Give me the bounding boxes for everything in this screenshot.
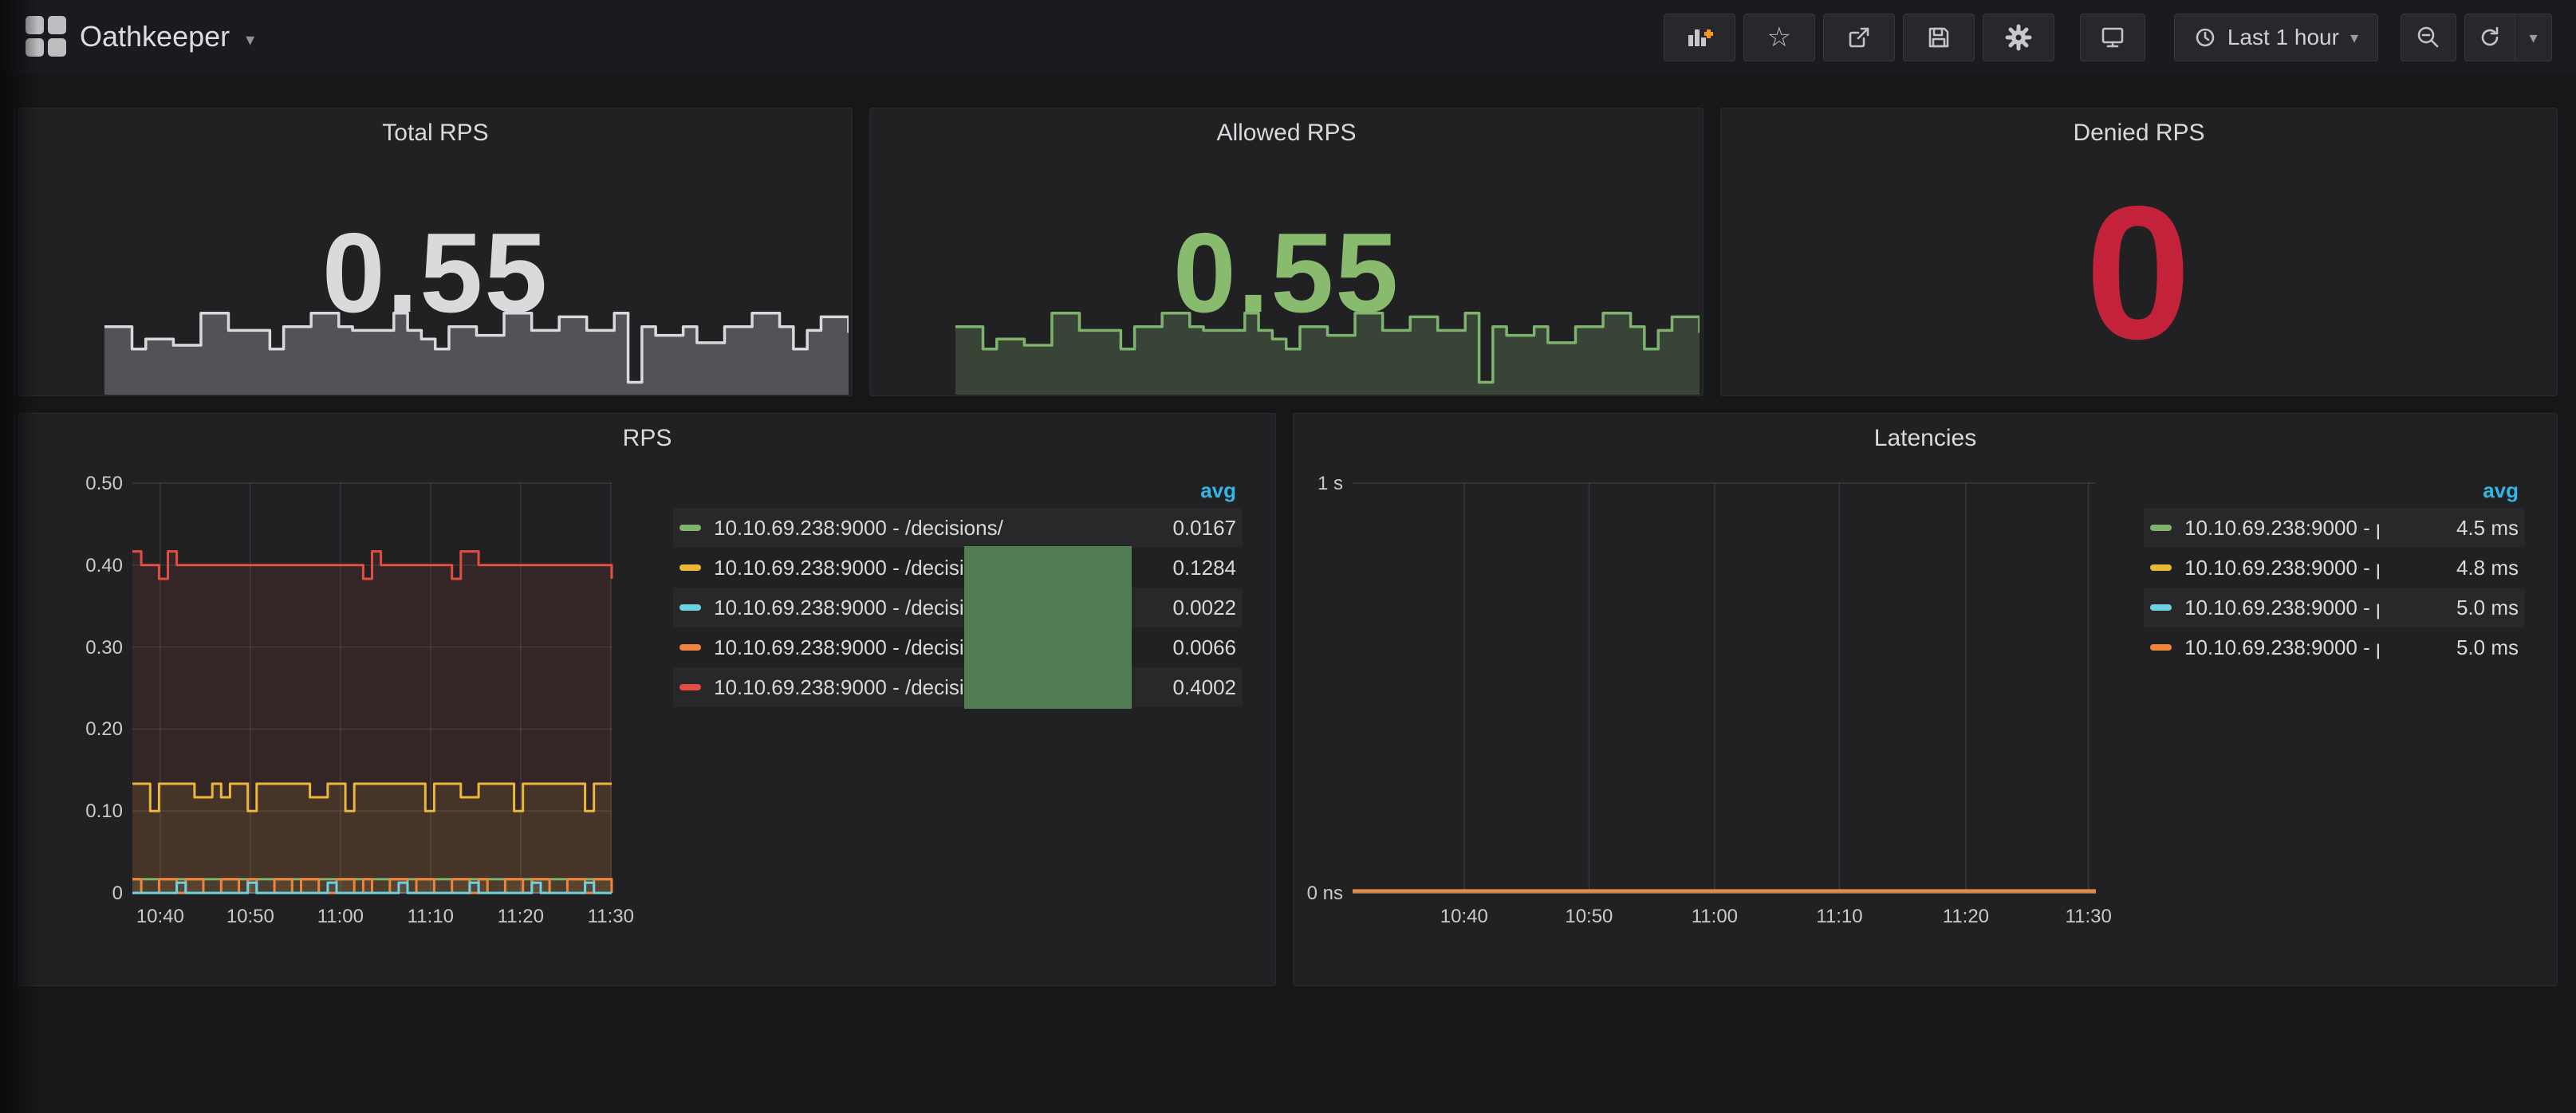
x-axis-label: 11:10 bbox=[1795, 906, 1883, 928]
legend-row[interactable]: 10.10.69.238:9000 - /decisions/0.0066 bbox=[673, 627, 1243, 667]
legend-series-color[interactable] bbox=[2150, 644, 2172, 651]
legend-row[interactable]: 10.10.69.238:9000 - p904.5 ms bbox=[2144, 508, 2525, 548]
legend-row[interactable]: 10.10.69.238:9000 - p995.0 ms bbox=[2144, 588, 2525, 627]
y-axis-label: 0.30 bbox=[24, 637, 123, 659]
share-button[interactable] bbox=[1823, 14, 1895, 61]
legend-series-name: 10.10.69.238:9000 - /decisions/ bbox=[714, 516, 1097, 541]
legend-series-name: 10.10.69.238:9000 - p90 bbox=[2184, 516, 2379, 541]
y-axis-label: 1 s bbox=[1294, 473, 1343, 495]
legend-series-avg: 0.0167 bbox=[1097, 516, 1236, 541]
legend-series-color[interactable] bbox=[679, 684, 701, 690]
legend-series-color[interactable] bbox=[679, 644, 701, 651]
refresh-button-group: ▾ bbox=[2464, 14, 2552, 61]
legend-series-name: 10.10.69.238:9000 - p100 bbox=[2184, 635, 2379, 660]
stat-value: 0.55 bbox=[870, 217, 1703, 330]
dashboard-title-dropdown[interactable]: Oathkeeper ▾ bbox=[80, 0, 254, 73]
legend-series-avg: 5.0 ms bbox=[2379, 596, 2519, 620]
share-icon bbox=[1845, 23, 1873, 52]
zoom-out-icon bbox=[2415, 24, 2442, 51]
legend-row[interactable]: 10.10.69.238:9000 - p1005.0 ms bbox=[2144, 627, 2525, 667]
legend-row[interactable]: 10.10.69.238:9000 - /decisions/0.4002 bbox=[673, 667, 1243, 707]
x-axis-label: 10:40 bbox=[1420, 906, 1508, 928]
x-axis-label: 11:30 bbox=[567, 906, 655, 928]
denied-rps-panel[interactable]: Denied RPS 0 bbox=[1720, 108, 2558, 396]
y-axis-label: 0.10 bbox=[24, 800, 123, 823]
x-axis-label: 10:50 bbox=[1545, 906, 1633, 928]
refresh-button[interactable] bbox=[2464, 14, 2515, 61]
stat-value: 0 bbox=[1721, 179, 2557, 368]
allowed-rps-panel[interactable]: Allowed RPS 0.55 bbox=[869, 108, 1704, 396]
panel-title: RPS bbox=[19, 425, 1275, 452]
legend-avg-header: avg bbox=[2144, 473, 2525, 508]
legend-series-avg: 5.0 ms bbox=[2379, 635, 2519, 660]
panel-title: Allowed RPS bbox=[870, 120, 1703, 147]
green-overlay-box bbox=[964, 546, 1132, 709]
time-range-picker[interactable]: Last 1 hour ▾ bbox=[2174, 14, 2378, 61]
refresh-interval-dropdown[interactable]: ▾ bbox=[2515, 14, 2552, 61]
star-icon: ☆ bbox=[1767, 24, 1791, 51]
y-axis-label: 0 bbox=[24, 883, 123, 905]
legend-series-color[interactable] bbox=[2150, 525, 2172, 531]
total-rps-panel[interactable]: Total RPS 0.55 bbox=[18, 108, 853, 396]
legend-series-name: 10.10.69.238:9000 - p95 bbox=[2184, 556, 2379, 580]
add-panel-icon bbox=[1685, 23, 1714, 52]
legend-row[interactable]: 10.10.69.238:9000 - /decisions/0.1284 bbox=[673, 548, 1243, 588]
zoom-out-button[interactable] bbox=[2401, 14, 2456, 61]
y-axis-label: 0.40 bbox=[24, 555, 123, 577]
panel-title: Total RPS bbox=[19, 120, 852, 147]
settings-button[interactable] bbox=[1983, 14, 2054, 61]
x-axis-label: 10:40 bbox=[116, 906, 204, 928]
dashboard-title: Oathkeeper bbox=[80, 20, 230, 53]
save-icon bbox=[1924, 23, 1953, 52]
legend-series-color[interactable] bbox=[679, 604, 701, 611]
latencies-plot-area bbox=[1353, 483, 2096, 893]
latencies-legend: avg10.10.69.238:9000 - p904.5 ms10.10.69… bbox=[2144, 473, 2525, 667]
legend-series-color[interactable] bbox=[2150, 604, 2172, 611]
chevron-down-icon: ▾ bbox=[2529, 28, 2537, 48]
rps-plot-area bbox=[132, 483, 612, 893]
x-axis-label: 11:00 bbox=[1671, 906, 1759, 928]
legend-avg-header: avg bbox=[673, 473, 1243, 508]
latencies-graph-panel[interactable]: Latencies avg10.10.69.238:9000 - p904.5 … bbox=[1293, 413, 2558, 986]
x-axis-label: 11:20 bbox=[1922, 906, 2010, 928]
chevron-down-icon: ▾ bbox=[2350, 28, 2358, 48]
legend-row[interactable]: 10.10.69.238:9000 - /decisions/0.0022 bbox=[673, 588, 1243, 627]
x-axis-label: 11:10 bbox=[387, 906, 475, 928]
legend-series-color[interactable] bbox=[679, 525, 701, 531]
gear-icon bbox=[2003, 22, 2034, 53]
panel-title: Denied RPS bbox=[1721, 120, 2557, 147]
legend-series-color[interactable] bbox=[2150, 564, 2172, 571]
x-axis-label: 10:50 bbox=[207, 906, 294, 928]
legend-series-avg: 4.8 ms bbox=[2379, 556, 2519, 580]
star-button[interactable]: ☆ bbox=[1743, 14, 1815, 61]
add-panel-button[interactable] bbox=[1664, 14, 1735, 61]
dashboard-header: Oathkeeper ▾ ☆ bbox=[0, 0, 2576, 73]
grafana-logo-icon[interactable] bbox=[26, 16, 67, 57]
rps-graph-panel[interactable]: RPS avg10.10.69.238:9000 - /decisions/0.… bbox=[18, 413, 1276, 986]
refresh-icon bbox=[2476, 24, 2503, 51]
x-axis-label: 11:30 bbox=[2045, 906, 2133, 928]
legend-series-color[interactable] bbox=[679, 564, 701, 571]
rps-legend: avg10.10.69.238:9000 - /decisions/0.0167… bbox=[673, 473, 1243, 707]
y-axis-label: 0 ns bbox=[1294, 883, 1343, 905]
legend-series-avg: 4.5 ms bbox=[2379, 516, 2519, 541]
monitor-icon bbox=[2098, 23, 2127, 52]
stat-value: 0.55 bbox=[19, 217, 852, 330]
clock-icon bbox=[2194, 26, 2216, 49]
chevron-down-icon: ▾ bbox=[246, 23, 254, 50]
y-axis-label: 0.50 bbox=[24, 473, 123, 495]
cycle-view-mode-button[interactable] bbox=[2080, 14, 2145, 61]
legend-series-name: 10.10.69.238:9000 - p99 bbox=[2184, 596, 2379, 620]
x-axis-label: 11:20 bbox=[477, 906, 565, 928]
panel-title: Latencies bbox=[1294, 425, 2557, 452]
dashboard-toolbar: ☆ bbox=[1664, 14, 2552, 61]
time-range-label: Last 1 hour bbox=[2227, 25, 2339, 50]
x-axis-label: 11:00 bbox=[297, 906, 384, 928]
y-axis-label: 0.20 bbox=[24, 718, 123, 741]
legend-row[interactable]: 10.10.69.238:9000 - p954.8 ms bbox=[2144, 548, 2525, 588]
save-button[interactable] bbox=[1903, 14, 1975, 61]
legend-row[interactable]: 10.10.69.238:9000 - /decisions/0.0167 bbox=[673, 508, 1243, 548]
